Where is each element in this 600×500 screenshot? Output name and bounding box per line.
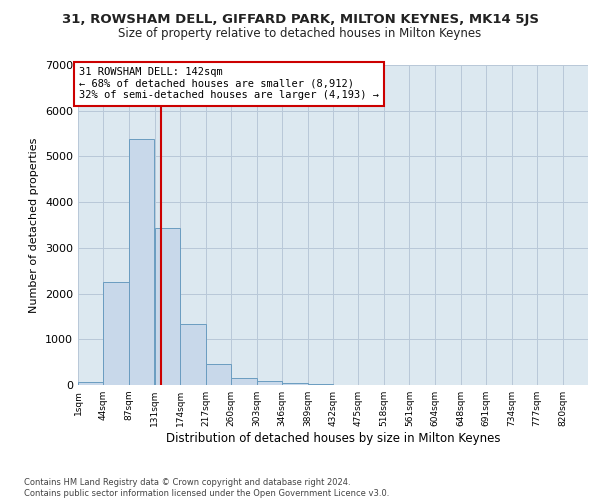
Text: Size of property relative to detached houses in Milton Keynes: Size of property relative to detached ho… bbox=[118, 28, 482, 40]
X-axis label: Distribution of detached houses by size in Milton Keynes: Distribution of detached houses by size … bbox=[166, 432, 500, 445]
Text: Contains HM Land Registry data © Crown copyright and database right 2024.
Contai: Contains HM Land Registry data © Crown c… bbox=[24, 478, 389, 498]
Y-axis label: Number of detached properties: Number of detached properties bbox=[29, 138, 40, 312]
Bar bbox=[257, 382, 282, 385]
Bar bbox=[282, 382, 308, 385]
Bar bbox=[308, 384, 333, 385]
Bar bbox=[103, 282, 129, 385]
Bar bbox=[181, 324, 206, 385]
Text: 31 ROWSHAM DELL: 142sqm
← 68% of detached houses are smaller (8,912)
32% of semi: 31 ROWSHAM DELL: 142sqm ← 68% of detache… bbox=[79, 68, 379, 100]
Bar bbox=[129, 139, 154, 385]
Bar bbox=[231, 378, 257, 385]
Bar bbox=[206, 364, 231, 385]
Bar bbox=[155, 228, 181, 385]
Bar bbox=[78, 382, 103, 385]
Text: 31, ROWSHAM DELL, GIFFARD PARK, MILTON KEYNES, MK14 5JS: 31, ROWSHAM DELL, GIFFARD PARK, MILTON K… bbox=[62, 12, 539, 26]
